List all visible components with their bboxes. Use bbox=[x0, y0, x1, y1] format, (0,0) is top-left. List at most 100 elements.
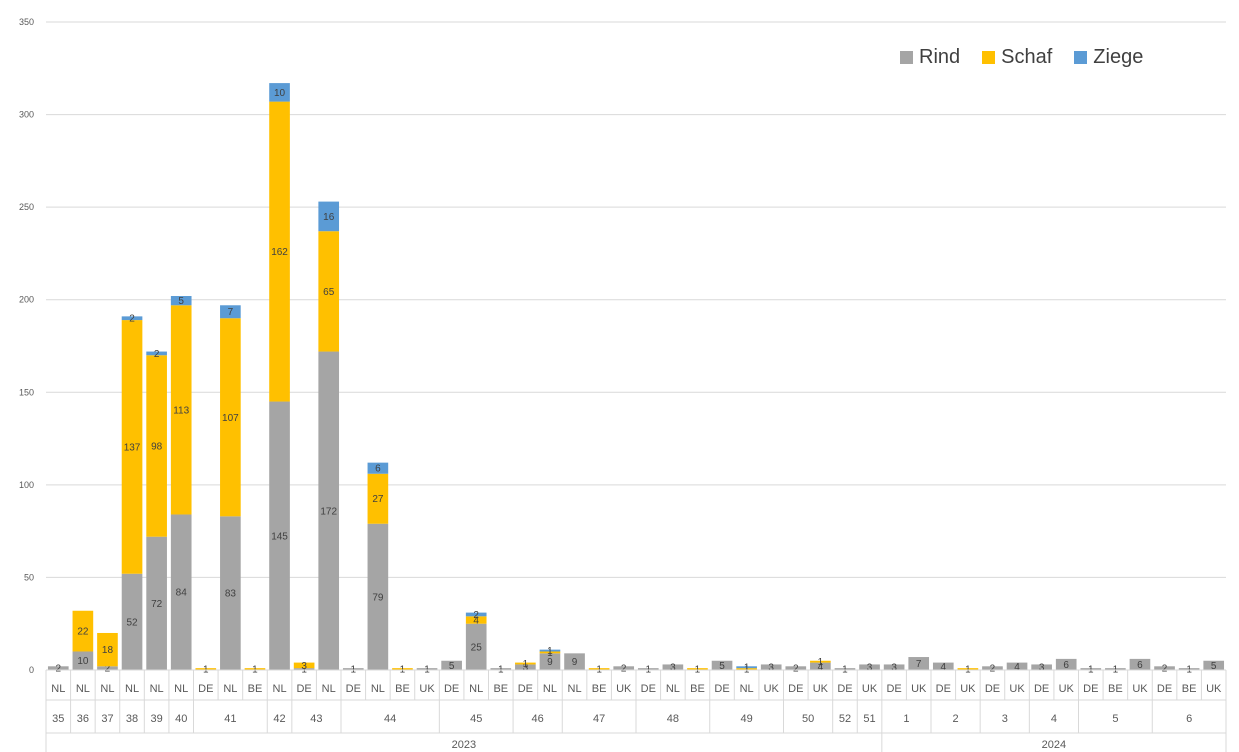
x-tick-label-week: 37 bbox=[101, 713, 113, 725]
x-tick-label-country: DE bbox=[1157, 683, 1172, 695]
bar-segment-schaf bbox=[318, 231, 340, 352]
bar-segment-schaf bbox=[539, 651, 561, 654]
x-tick-label-country: DE bbox=[714, 683, 729, 695]
x-tick-label-week: 6 bbox=[1186, 713, 1192, 725]
x-tick-label-country: DE bbox=[886, 683, 901, 695]
bar-segment-rind bbox=[367, 523, 389, 670]
data-label-ziege: 2 bbox=[473, 610, 479, 621]
x-tick-label-country: BE bbox=[493, 683, 508, 695]
data-label-ziege: 10 bbox=[274, 88, 286, 99]
data-label-ziege: 5 bbox=[178, 296, 184, 307]
x-tick-label-country: NL bbox=[223, 683, 237, 695]
x-tick-label-week: 46 bbox=[532, 713, 544, 725]
legend-item-rind: Rind bbox=[900, 46, 960, 69]
x-tick-label-country: DE bbox=[1034, 683, 1049, 695]
data-label-rind: 25 bbox=[471, 642, 483, 653]
bar-segment-ziege bbox=[367, 462, 389, 474]
bar-segment-rind bbox=[539, 653, 561, 670]
bar-segment-rind bbox=[834, 668, 856, 670]
x-tick-label-country: UK bbox=[1059, 683, 1075, 695]
bar-segment-rind bbox=[883, 664, 905, 670]
bar-segment-schaf bbox=[244, 668, 266, 670]
x-tick-label-country: UK bbox=[813, 683, 829, 695]
data-label-schaf: 65 bbox=[323, 287, 335, 298]
x-tick-label-country: NL bbox=[174, 683, 188, 695]
bar-segment-rind bbox=[441, 660, 462, 670]
bar-segment-ziege bbox=[318, 201, 340, 232]
bar-segment-schaf bbox=[465, 616, 487, 624]
data-label-ziege: 2 bbox=[154, 349, 160, 360]
bar-segment-rind bbox=[982, 666, 1003, 670]
bar-segment-rind bbox=[220, 516, 241, 670]
x-tick-label-country: NL bbox=[76, 683, 90, 695]
x-tick-label-country: UK bbox=[862, 683, 878, 695]
x-tick-label-week: 1 bbox=[903, 713, 909, 725]
bar-segment-ziege bbox=[121, 316, 143, 321]
x-tick-label-week: 52 bbox=[839, 713, 851, 725]
bar-segment-schaf bbox=[269, 101, 290, 402]
legend-label-schaf: Schaf bbox=[1001, 46, 1053, 68]
legend-label-ziege: Ziege bbox=[1093, 46, 1144, 68]
x-tick-label-country: BE bbox=[395, 683, 410, 695]
bar-segment-schaf bbox=[195, 668, 217, 670]
x-tick-label-week: 42 bbox=[273, 713, 285, 725]
bar-segment-rind bbox=[1006, 662, 1028, 670]
data-label-schaf: 107 bbox=[222, 413, 239, 424]
bar-segment-rind bbox=[932, 662, 954, 670]
bar-segment-schaf bbox=[72, 610, 94, 652]
bar-segment-schaf bbox=[736, 668, 757, 670]
bar-segment-schaf bbox=[687, 668, 708, 670]
bar-segment-ziege bbox=[465, 612, 487, 617]
bar-segment-schaf bbox=[121, 320, 143, 574]
bar-segment-ziege bbox=[220, 305, 241, 319]
data-label-ziege: 7 bbox=[228, 307, 234, 318]
x-tick-label-country: NL bbox=[51, 683, 65, 695]
x-tick-label-country: DE bbox=[198, 683, 213, 695]
data-label-rind: 2 bbox=[990, 664, 996, 675]
bar-segment-rind bbox=[859, 664, 880, 670]
x-tick-label-week: 5 bbox=[1112, 713, 1118, 725]
data-label-rind: 172 bbox=[320, 506, 337, 517]
bar-segment-rind bbox=[1105, 668, 1126, 670]
data-label-ziege: 1 bbox=[547, 646, 553, 657]
data-label-rind: 4 bbox=[1014, 662, 1020, 673]
legend-item-schaf: Schaf bbox=[982, 46, 1052, 69]
data-label-rind: 84 bbox=[176, 588, 188, 599]
data-label-rind: 3 bbox=[1039, 663, 1045, 674]
x-tick-label-country: DE bbox=[641, 683, 656, 695]
bar-segment-rind bbox=[908, 657, 930, 670]
data-label-schaf: 1 bbox=[523, 659, 529, 670]
data-label-schaf: 98 bbox=[151, 441, 163, 452]
data-label-schaf: 22 bbox=[77, 627, 89, 638]
x-tick-label-year: 2023 bbox=[452, 739, 476, 751]
legend-swatch-rind bbox=[900, 51, 913, 64]
data-label-schaf: 18 bbox=[102, 645, 114, 656]
x-tick-label-country: DE bbox=[444, 683, 459, 695]
bar-segment-schaf bbox=[810, 660, 831, 663]
bar-segment-schaf bbox=[515, 662, 536, 665]
data-label-ziege: 6 bbox=[375, 464, 381, 475]
x-tick-label-week: 41 bbox=[224, 713, 236, 725]
x-tick-label-country: NL bbox=[150, 683, 164, 695]
x-tick-label-country: UK bbox=[616, 683, 632, 695]
legend-swatch-ziege bbox=[1074, 51, 1088, 64]
x-tick-label-country: UK bbox=[1132, 683, 1148, 695]
x-tick-label-week: 36 bbox=[77, 713, 89, 725]
x-tick-label-country: UK bbox=[1009, 683, 1025, 695]
bar-segment-rind bbox=[613, 666, 635, 670]
data-label-rind: 52 bbox=[126, 617, 138, 628]
data-label-rind: 3 bbox=[891, 663, 897, 674]
data-label-rind: 145 bbox=[271, 531, 288, 542]
x-tick-label-country: NL bbox=[740, 683, 754, 695]
y-tick-label: 250 bbox=[19, 202, 34, 212]
bar-segment-rind bbox=[146, 536, 167, 670]
bar-segment-schaf bbox=[392, 668, 413, 670]
bar-segment-rind bbox=[416, 668, 438, 670]
bar-segment-schaf bbox=[957, 668, 979, 670]
x-tick-label-year: 2024 bbox=[1042, 739, 1066, 751]
x-tick-label-country: DE bbox=[518, 683, 533, 695]
data-label-rind: 2 bbox=[105, 664, 111, 675]
data-label-rind: 3 bbox=[768, 663, 774, 674]
